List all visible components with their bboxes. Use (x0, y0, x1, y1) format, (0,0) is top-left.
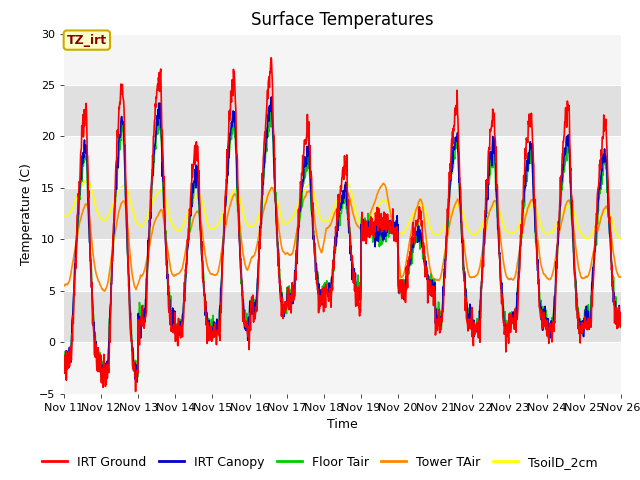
Bar (64, 342, 621, 394)
Text: TZ_irt: TZ_irt (67, 34, 107, 47)
Bar (64, 85, 621, 136)
Bar (64, 136, 621, 188)
X-axis label: Time: Time (327, 418, 358, 431)
Bar (64, 291, 621, 342)
Y-axis label: Temperature (C): Temperature (C) (20, 163, 33, 264)
Title: Surface Temperatures: Surface Temperatures (251, 11, 434, 29)
Bar (64, 240, 621, 291)
Bar (64, 188, 621, 240)
Legend: IRT Ground, IRT Canopy, Floor Tair, Tower TAir, TsoilD_2cm: IRT Ground, IRT Canopy, Floor Tair, Towe… (37, 451, 603, 474)
Bar (64, 34, 621, 85)
